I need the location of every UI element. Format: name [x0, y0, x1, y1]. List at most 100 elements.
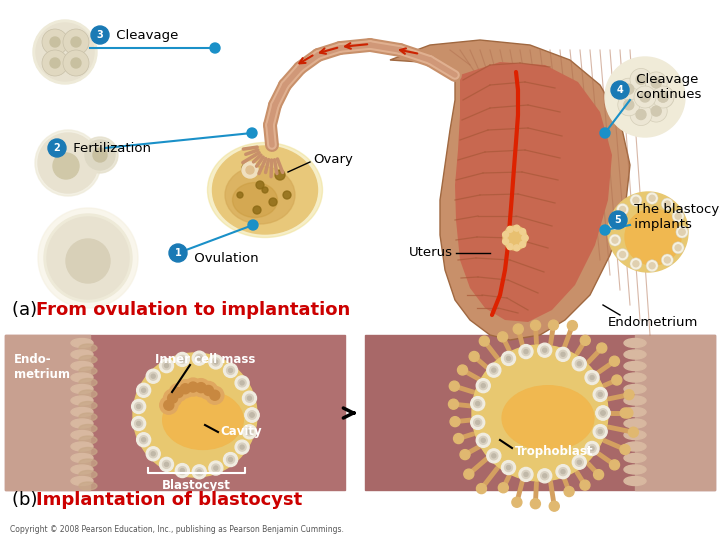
Ellipse shape	[79, 413, 97, 421]
Circle shape	[480, 336, 490, 346]
Circle shape	[214, 360, 218, 364]
Circle shape	[248, 411, 256, 419]
Circle shape	[580, 480, 590, 490]
Circle shape	[140, 436, 148, 444]
Circle shape	[471, 396, 485, 410]
Text: From ovulation to implantation: From ovulation to implantation	[36, 301, 350, 319]
Circle shape	[210, 390, 220, 400]
Ellipse shape	[71, 430, 93, 440]
Ellipse shape	[71, 419, 93, 428]
Circle shape	[33, 20, 97, 84]
Ellipse shape	[79, 448, 97, 456]
Circle shape	[192, 351, 206, 365]
Circle shape	[235, 376, 249, 390]
Ellipse shape	[624, 361, 646, 370]
Circle shape	[275, 170, 285, 180]
Circle shape	[245, 408, 259, 422]
Circle shape	[212, 358, 220, 366]
Ellipse shape	[624, 476, 646, 485]
Circle shape	[522, 235, 528, 241]
Ellipse shape	[71, 373, 93, 382]
Circle shape	[531, 320, 541, 330]
Circle shape	[184, 378, 202, 396]
Circle shape	[524, 472, 528, 476]
Circle shape	[609, 211, 627, 229]
Circle shape	[450, 417, 460, 427]
Ellipse shape	[71, 408, 93, 416]
Circle shape	[163, 400, 174, 410]
Circle shape	[85, 140, 115, 170]
Circle shape	[512, 497, 522, 507]
Bar	[365, 335, 715, 490]
Circle shape	[672, 242, 684, 254]
Text: Cleavage: Cleavage	[112, 29, 179, 42]
Circle shape	[240, 381, 244, 385]
Circle shape	[481, 383, 485, 388]
Circle shape	[168, 393, 178, 403]
Circle shape	[133, 353, 257, 477]
Circle shape	[175, 463, 189, 477]
Text: Fertilization: Fertilization	[69, 141, 151, 154]
Circle shape	[180, 357, 184, 361]
Circle shape	[609, 218, 621, 230]
Circle shape	[608, 192, 688, 272]
Circle shape	[502, 352, 516, 366]
Circle shape	[195, 468, 203, 476]
Circle shape	[140, 386, 148, 394]
Ellipse shape	[79, 402, 97, 409]
Text: Ovulation: Ovulation	[190, 252, 258, 265]
Text: Inner cell mass: Inner cell mass	[155, 353, 256, 366]
Ellipse shape	[71, 361, 93, 370]
Circle shape	[48, 139, 66, 157]
Circle shape	[248, 220, 258, 230]
Ellipse shape	[624, 465, 646, 474]
Circle shape	[223, 453, 238, 467]
Circle shape	[519, 345, 533, 359]
Circle shape	[471, 415, 485, 429]
Circle shape	[645, 100, 667, 122]
Circle shape	[559, 468, 567, 476]
Circle shape	[476, 420, 480, 424]
Circle shape	[624, 84, 634, 94]
Ellipse shape	[79, 459, 97, 467]
Circle shape	[214, 466, 218, 470]
Text: Trophoblast: Trophoblast	[515, 446, 593, 458]
Circle shape	[598, 393, 602, 396]
Circle shape	[679, 229, 685, 235]
Circle shape	[480, 436, 487, 444]
Circle shape	[572, 455, 586, 469]
Circle shape	[135, 402, 143, 410]
Circle shape	[71, 58, 81, 68]
Circle shape	[620, 444, 630, 455]
Circle shape	[623, 408, 633, 418]
Circle shape	[507, 226, 513, 232]
Circle shape	[599, 409, 607, 417]
Circle shape	[652, 86, 674, 108]
Ellipse shape	[624, 373, 646, 382]
Circle shape	[675, 245, 681, 251]
Ellipse shape	[79, 355, 97, 363]
Ellipse shape	[624, 396, 646, 405]
Circle shape	[66, 239, 110, 283]
Circle shape	[593, 424, 607, 438]
Circle shape	[658, 92, 668, 102]
Circle shape	[609, 234, 621, 246]
Circle shape	[616, 248, 629, 260]
Circle shape	[503, 232, 508, 238]
Circle shape	[256, 181, 264, 189]
Circle shape	[223, 363, 238, 377]
Circle shape	[192, 379, 210, 397]
Circle shape	[549, 320, 559, 330]
Circle shape	[160, 359, 174, 373]
Circle shape	[519, 468, 533, 482]
Circle shape	[556, 464, 570, 478]
Circle shape	[549, 501, 559, 511]
Circle shape	[137, 422, 140, 426]
Text: Endometrium: Endometrium	[608, 315, 698, 328]
Circle shape	[53, 153, 79, 179]
Ellipse shape	[624, 350, 646, 359]
Circle shape	[596, 428, 604, 436]
Ellipse shape	[71, 396, 93, 405]
Circle shape	[665, 257, 670, 263]
Circle shape	[629, 427, 639, 437]
